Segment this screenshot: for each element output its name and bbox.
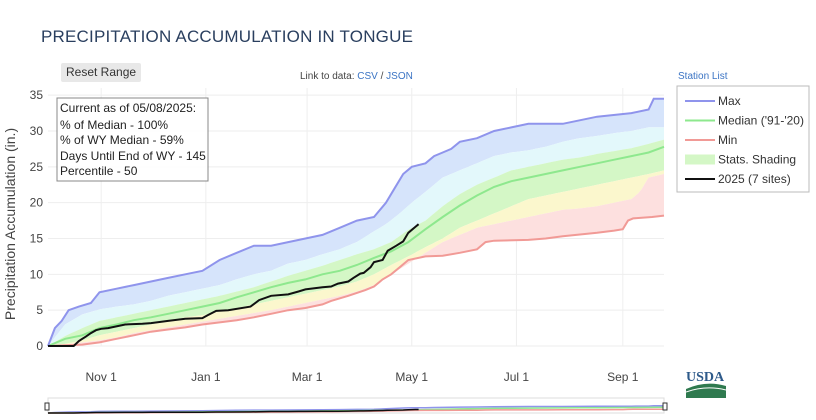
y-tick-label: 25	[30, 160, 44, 174]
legend-item[interactable]: Stats. Shading	[685, 153, 796, 167]
series-2025-line	[48, 223, 420, 347]
y-tick-label: 15	[30, 232, 44, 246]
legend-swatch	[685, 154, 715, 165]
range-max-line	[47, 405, 664, 414]
x-tick-label: Jan 1	[191, 370, 221, 384]
legend-item[interactable]: Min	[685, 133, 737, 147]
legend-item[interactable]: Median ('91-'20)	[685, 114, 804, 128]
chart-axes: 0 5 10 15 20 25 30 35 Nov 1 Jan 1 Mar 1 May 1 Jul 1 S…	[30, 88, 639, 384]
series-median-line	[47, 145, 665, 347]
x-tick-label: Sep 1	[607, 370, 639, 384]
y-tick-label: 20	[30, 196, 44, 210]
station-list-link[interactable]: Station List	[678, 71, 728, 82]
band-70th-to-30th	[48, 139, 664, 346]
y-tick-label: 5	[36, 303, 43, 317]
x-tick-label: Mar 1	[292, 370, 323, 384]
legend-label: Min	[718, 133, 737, 147]
series-lines	[47, 97, 665, 347]
range-handle-left[interactable]	[44, 402, 50, 411]
y-tick-label: 0	[36, 339, 43, 353]
y-axis-label: Precipitation Accumulation (in.)	[2, 128, 18, 320]
info-line-current: Current as of 05/08/2025:	[60, 101, 196, 115]
series-max-line	[47, 97, 664, 347]
csv-link[interactable]: CSV	[357, 71, 378, 82]
y-tick-label: 10	[30, 267, 44, 281]
usda-logo: USDA	[686, 370, 726, 398]
x-tick-label: Jul 1	[504, 370, 530, 384]
stats-shading-bands	[48, 98, 664, 347]
range-2025-line	[48, 408, 419, 414]
range-handle-right[interactable]	[662, 402, 668, 411]
legend-item[interactable]: Max	[685, 94, 741, 108]
info-line-days-left: Days Until End of WY - 145	[60, 149, 206, 163]
info-line-pct-median: % of Median - 100%	[60, 118, 168, 132]
series-min-line	[47, 214, 665, 347]
link-separator: /	[380, 71, 384, 82]
data-links-prefix: Link to data:	[300, 71, 355, 82]
info-box: Current as of 05/08/2025: % of Median - …	[56, 97, 209, 182]
reset-range-button[interactable]: Reset Range	[61, 63, 142, 82]
legend-label: Median ('91-'20)	[718, 114, 804, 128]
x-tick-label: Nov 1	[86, 370, 118, 384]
legend-label: Max	[718, 94, 741, 108]
chart-title: PRECIPITATION ACCUMULATION IN TONGUE	[41, 27, 414, 46]
legend-label: Stats. Shading	[718, 153, 796, 167]
band-max-to-90th	[48, 98, 664, 346]
legend-label: 2025 (7 sites)	[718, 172, 791, 186]
y-tick-label: 35	[30, 88, 44, 102]
band-90th-to-70th	[48, 127, 664, 347]
range-slider[interactable]	[44, 397, 668, 414]
legend-item[interactable]: 2025 (7 sites)	[685, 172, 791, 186]
data-links: Link to data: CSV / JSON	[300, 71, 413, 82]
x-tick-label: May 1	[395, 370, 428, 384]
usda-logo-text: USDA	[686, 370, 725, 385]
band-30th-to-10th	[48, 170, 664, 346]
json-link[interactable]: JSON	[386, 71, 413, 82]
info-line-pct-wy-median: % of WY Median - 59%	[60, 133, 184, 147]
info-line-percentile: Percentile - 50	[60, 164, 138, 178]
chart-legend[interactable]: Max Median ('91-'20) Min Stats. Shading 2025…	[676, 85, 810, 193]
y-tick-label: 30	[30, 124, 44, 138]
